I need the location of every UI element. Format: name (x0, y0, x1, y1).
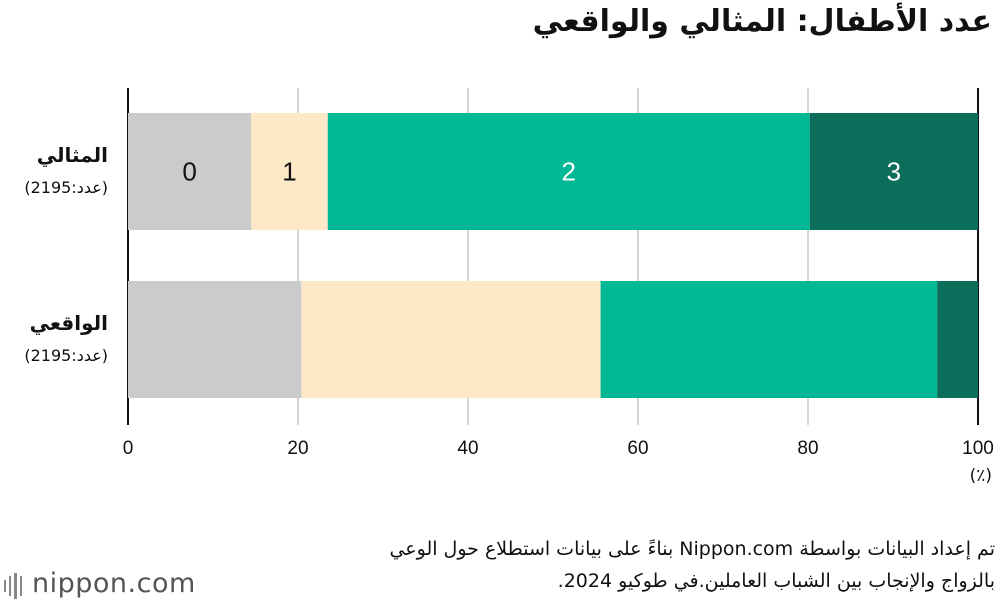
bar-segment (301, 281, 601, 398)
x-tick-label: 20 (287, 438, 308, 459)
source-note: بالزواج والإنجاب بين الشباب العاملين.في … (557, 570, 995, 592)
category-note: (عدد:2195) (24, 346, 108, 365)
x-tick-label: 60 (627, 438, 648, 459)
category-note: (عدد:2195) (24, 178, 108, 197)
segment-label: 3 (887, 156, 901, 186)
chart-title: عدد الأطفال: المثالي والواقعي (532, 4, 992, 39)
segment-label: 2 (561, 156, 575, 186)
x-tick-label: 100 (962, 438, 994, 459)
unit-label: (٪) (969, 466, 992, 486)
x-tick-label: 0 (123, 438, 134, 459)
category-label: المثالي (36, 143, 108, 167)
x-tick-label: 40 (457, 438, 478, 459)
bar-segment (327, 113, 810, 230)
source-note: تم إعداد البيانات بواسطة Nippon.com بناء… (389, 538, 995, 560)
logo: nippon.com (32, 568, 196, 599)
segment-label: 1 (282, 156, 296, 186)
bar-segment (128, 281, 302, 398)
bar-segment (937, 281, 978, 398)
bar-segment (600, 281, 938, 398)
logo-icon (4, 573, 22, 599)
bar-segment (251, 113, 328, 230)
category-label: الواقعي (29, 311, 108, 335)
x-tick-label: 80 (797, 438, 818, 459)
bar-segment (809, 113, 978, 230)
segment-label: 0 (182, 156, 196, 186)
bar-segment (128, 113, 252, 230)
